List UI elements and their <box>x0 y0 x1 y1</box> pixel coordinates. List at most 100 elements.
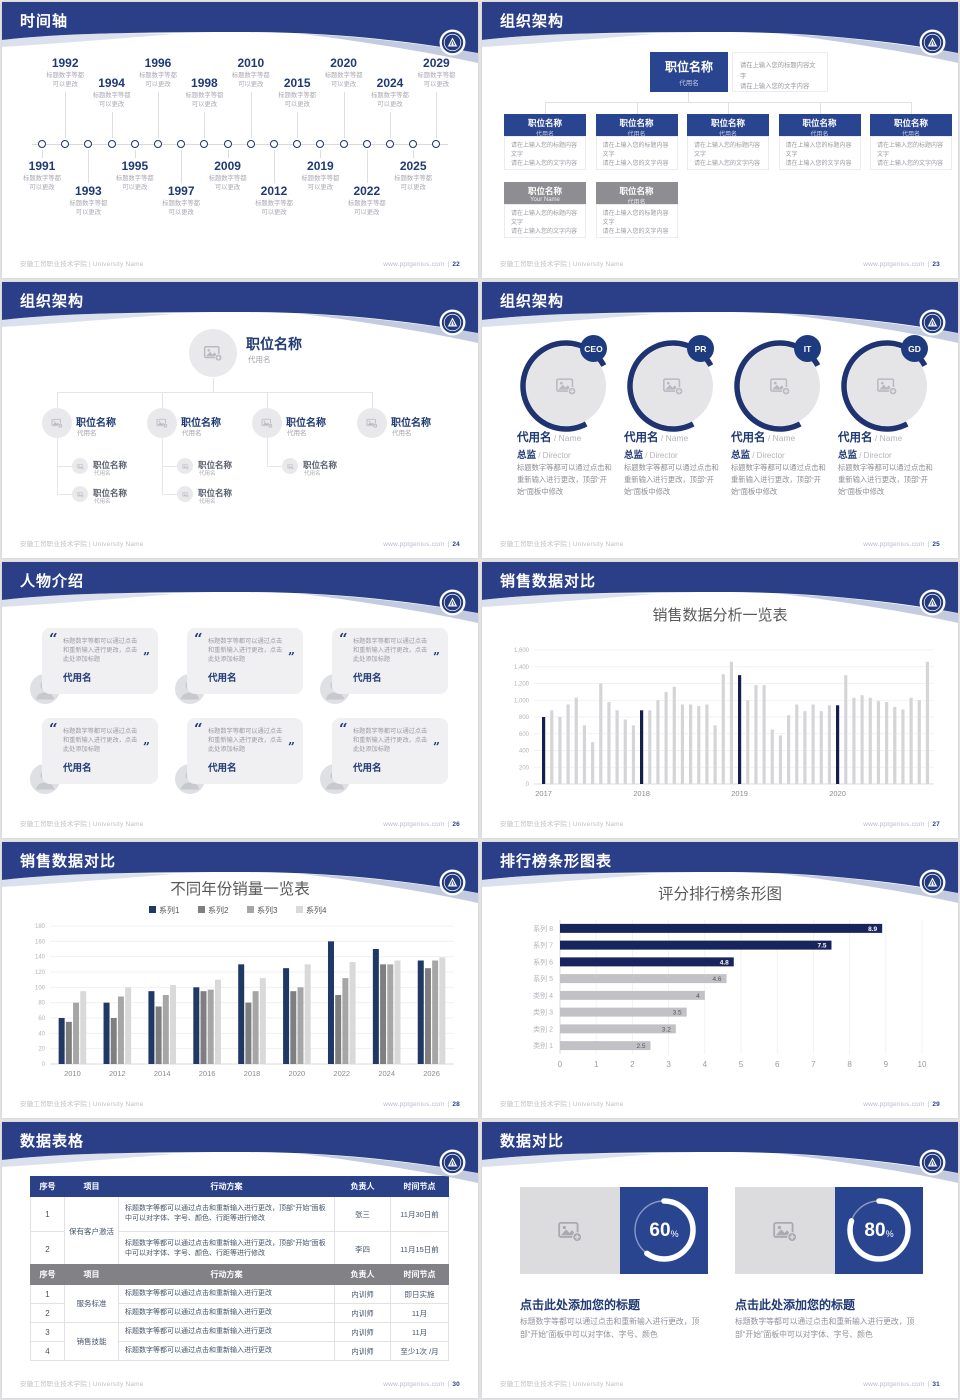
person-card[interactable]: “ 标题数字等都可以通过点击和重新输入进行更改，点击此处添加标题 ” 代用名 <box>332 718 448 784</box>
timeline-node[interactable] <box>61 140 70 148</box>
role-title-en: / Director <box>643 451 678 460</box>
bar <box>819 711 823 784</box>
org-child-box[interactable]: 职位名称 代用名 <box>687 114 769 138</box>
table-cell: 3 <box>30 1322 65 1342</box>
bar <box>73 1002 80 1064</box>
table-cell: 标题数字等都可以通过点击和重新输入进行更改 <box>118 1341 335 1361</box>
footer-school-name: 安徽工贸职业技术学院 | University Name <box>500 261 624 268</box>
timeline-node[interactable] <box>432 140 441 148</box>
timeline-node[interactable] <box>38 140 46 148</box>
timeline-node[interactable] <box>386 140 394 148</box>
timeline-node[interactable] <box>293 140 302 148</box>
org-child-title: 职位名称 <box>893 118 928 128</box>
person-card[interactable]: “ 标题数字等都可以通过点击和重新输入进行更改，点击此处添加标题 ” 代用名 <box>187 718 303 784</box>
table-cell: 标题数字等都可以通过点击和重新输入进行更改 <box>118 1322 335 1342</box>
table-header-cell: 行动方案 <box>118 1176 335 1197</box>
org-photo-circle <box>282 458 298 474</box>
timeline-node[interactable] <box>130 140 139 148</box>
person-card[interactable]: “ 标题数字等都可以通过点击和重新输入进行更改，点击此处添加标题 ” 代用名 <box>42 718 158 784</box>
table-row[interactable]: 4 标题数字等都可以通过点击和重新输入进行更改 内训师 至少1次 /月 <box>30 1341 449 1361</box>
close-quote-icon: ” <box>143 650 150 664</box>
org-connector <box>57 494 72 495</box>
org-child-box[interactable]: 职位名称 代用名 <box>870 114 952 138</box>
org-root-box[interactable]: 职位名称 代用名 <box>650 52 728 92</box>
bar <box>342 978 349 1064</box>
footer-site: www.pptgenius.com | 27 <box>863 821 940 828</box>
slide-footer: 安徽工贸职业技术学院 | University Name www.pptgeni… <box>500 818 940 828</box>
timeline-node[interactable] <box>409 140 418 148</box>
org-connector <box>819 102 821 114</box>
donut-percent: 60% <box>620 1187 708 1274</box>
timeline-year: 2022 <box>353 184 381 198</box>
timeline-node[interactable] <box>339 140 348 148</box>
org-manager-title: 职位名称 <box>527 186 562 196</box>
org-child-subtitle: 代用名 <box>718 132 737 138</box>
sales-analysis-chart-canvas: 销售数据分析一览表 0 200 400 600 800 1,000 1,200 1,400 1,6… <box>482 562 958 838</box>
person-card[interactable]: “ 标题数字等都可以通过点击和重新输入进行更改，点击此处添加标题 ” 代用名 <box>42 628 158 694</box>
timeline-stem <box>204 112 206 138</box>
org-connector <box>267 466 282 467</box>
table-row[interactable]: 2 标题数字等都可以通过点击和重新输入进行更改 内训师 11月 <box>30 1303 449 1323</box>
timeline-stem <box>297 112 299 138</box>
slide-org-boxes: 职位名称 代用名 请在上输入您的标题内容文字 请在上输入您的文字内容 职位名称 代用名 请在… <box>482 2 958 278</box>
person-card[interactable]: “ 标题数字等都可以通过点击和重新输入进行更改，点击此处添加标题 ” 代用名 <box>332 628 448 694</box>
timeline-node[interactable] <box>362 140 371 148</box>
footer-url: www.pptgenius.com <box>383 261 445 268</box>
org-root-note-text: 请在上输入您的标题内容文字 请在上输入您的文字内容 <box>740 62 816 90</box>
bar <box>550 710 554 784</box>
school-logo-icon <box>919 589 946 616</box>
yearly-sales-chart-canvas: 不同年份销量一览表 系列1 系列2 系列3 系列4 0 20 40 60 80 100 120 140 1… <box>2 842 478 1118</box>
role-name: 代用名 <box>731 432 766 444</box>
timeline-node[interactable] <box>246 140 255 148</box>
table-cell: 11月30日前 <box>390 1196 449 1232</box>
role-name-en: / Name <box>765 433 796 443</box>
value-label: 3.5 <box>673 1010 682 1017</box>
chart-title: 不同年份销量一览表 <box>170 880 310 898</box>
timeline-node[interactable] <box>84 140 93 148</box>
bar <box>631 725 636 784</box>
org-subnode-subtitle: 代用名 <box>199 471 216 477</box>
table-header-cell: 负责人 <box>334 1176 391 1197</box>
page-number: 25 <box>932 541 940 548</box>
timeline-node[interactable] <box>200 140 209 148</box>
table-row[interactable]: 3 销售技能 标题数字等都可以通过点击和重新输入进行更改 内训师 11月 <box>30 1322 449 1361</box>
org-child-box[interactable]: 职位名称 代用名 <box>778 114 861 138</box>
bar <box>591 742 595 784</box>
org-child-subtitle: 代用名 <box>810 132 829 138</box>
timeline-node[interactable] <box>316 140 325 148</box>
y-tick-label: 1,400 <box>514 665 530 671</box>
table-row[interactable]: 2 标题数字等都可以通过点击和重新输入进行更改，顶部“开始”面板中可以对字体、字号… <box>30 1231 449 1267</box>
org-manager-title: 职位名称 <box>619 186 654 196</box>
org-root-title: 职位名称 <box>246 336 302 352</box>
bar <box>155 1006 162 1064</box>
timeline-node[interactable] <box>154 140 162 148</box>
timeline-node[interactable] <box>223 140 232 148</box>
bar <box>803 711 807 784</box>
role-name-en: / Name <box>551 433 582 443</box>
table-row[interactable]: 1 保有客户激活 标题数字等都可以通过点击和重新输入进行更改，顶部“开始”面板中可以… <box>30 1196 449 1267</box>
bar <box>290 991 297 1064</box>
org-child-box[interactable]: 职位名称 代用名 <box>595 114 678 138</box>
timeline-node[interactable] <box>270 140 278 148</box>
timeline-stem <box>88 150 90 183</box>
timeline-node[interactable] <box>107 140 116 148</box>
page-number: 30 <box>452 1381 460 1388</box>
table-cell: 服务标准 <box>64 1284 119 1323</box>
org-node-subtitle: 代用名 <box>77 430 97 437</box>
table-header-cell: 时间节点 <box>390 1264 449 1285</box>
slide-org-people: CEO 代用名 / Name 总监 / Director 标题数字等都可以通过点击和重… <box>482 282 958 558</box>
x-tick-label: 4 <box>703 1060 708 1069</box>
school-logo <box>919 869 946 896</box>
timeline-year: 2010 <box>237 56 265 70</box>
org-manager-box[interactable]: 职位名称 Your Name <box>504 182 586 204</box>
bar <box>836 705 840 784</box>
org-child-box[interactable]: 职位名称 代用名 <box>504 114 586 138</box>
org-manager-box[interactable]: 职位名称 代用名 <box>595 182 678 206</box>
person-card[interactable]: “ 标题数字等都可以通过点击和重新输入进行更改，点击此处添加标题 ” 代用名 <box>187 628 303 694</box>
table-row[interactable]: 1 服务标准 标题数字等都可以通过点击和重新输入进行更改 内训师 即日实施 <box>30 1284 449 1323</box>
timeline-node[interactable] <box>177 140 186 148</box>
card-quote-text: 标题数字等都可以通过点击和重新输入进行更改，点击此处添加标题 <box>63 728 138 753</box>
compare-body-text: 标题数字等都可以通过点击和重新输入进行更改，顶部“开始”面板中可以对字体、字号、… <box>520 1317 700 1339</box>
timeline-desc: 标题数字等都 可以更改 <box>46 72 85 88</box>
